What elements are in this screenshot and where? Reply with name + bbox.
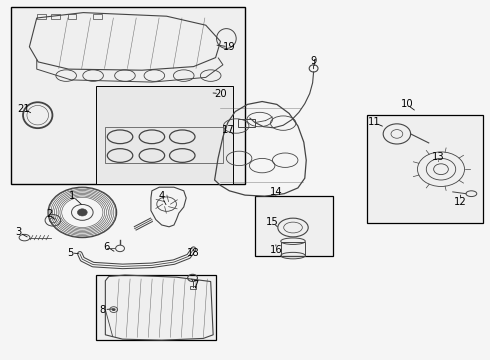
Text: 10: 10	[400, 99, 413, 109]
Text: 4: 4	[159, 191, 165, 201]
Bar	[255, 196, 333, 256]
Bar	[96, 275, 216, 340]
Text: 18: 18	[187, 248, 200, 258]
Bar	[105, 127, 223, 163]
Bar	[281, 242, 305, 256]
Bar	[11, 7, 245, 184]
Text: 17: 17	[221, 125, 234, 135]
Bar	[367, 115, 483, 223]
Text: 16: 16	[270, 245, 282, 255]
Bar	[238, 119, 255, 127]
Bar	[96, 86, 233, 184]
Text: 14: 14	[270, 186, 282, 197]
Text: 11: 11	[368, 117, 380, 127]
Text: 15: 15	[266, 217, 279, 228]
Bar	[93, 14, 102, 19]
Circle shape	[116, 245, 124, 252]
Text: 20: 20	[214, 89, 227, 99]
Bar	[37, 14, 46, 19]
Text: 9: 9	[310, 56, 317, 66]
Bar	[68, 14, 76, 19]
Text: 21: 21	[17, 104, 30, 114]
Text: 6: 6	[103, 242, 110, 252]
Circle shape	[112, 308, 116, 311]
Text: 3: 3	[16, 227, 22, 237]
Circle shape	[77, 209, 87, 216]
Text: 12: 12	[454, 197, 467, 207]
Bar	[51, 14, 60, 19]
Text: 13: 13	[432, 152, 445, 162]
Text: 7: 7	[192, 280, 198, 290]
Text: 1: 1	[69, 191, 76, 201]
Text: 8: 8	[100, 305, 106, 315]
Bar	[190, 286, 196, 289]
Text: 19: 19	[223, 42, 236, 52]
Text: 5: 5	[67, 248, 74, 258]
Text: 2: 2	[46, 209, 52, 219]
